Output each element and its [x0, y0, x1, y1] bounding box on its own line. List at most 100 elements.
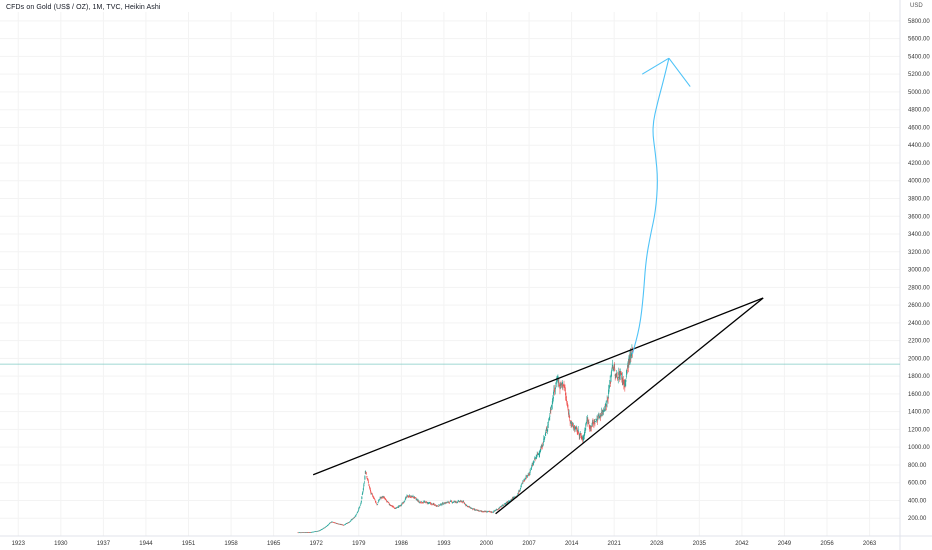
x-tick-label: 1965 — [267, 541, 281, 547]
candle-body — [399, 505, 401, 507]
candle-body — [379, 499, 381, 500]
candle-body — [491, 511, 493, 513]
candle-body — [606, 399, 608, 403]
candle-body — [544, 434, 546, 435]
candle-body — [336, 523, 338, 524]
candle-body — [316, 531, 318, 532]
candle-body — [434, 504, 436, 506]
candle-body — [511, 499, 513, 500]
y-tick-label: 2000.00 — [908, 356, 930, 362]
candle-body — [308, 532, 310, 533]
projection-drawing[interactable] — [631, 57, 691, 355]
candle-body — [487, 511, 489, 512]
candle-body — [419, 502, 421, 503]
candle-body — [619, 376, 621, 378]
candle-body — [343, 525, 345, 526]
y-tick-label: 3200.00 — [908, 250, 930, 256]
candle-body — [473, 509, 475, 510]
candles — [297, 344, 633, 534]
candle-body — [354, 515, 356, 517]
candle-body — [582, 438, 584, 442]
candle-body — [358, 508, 360, 510]
candle-body — [413, 496, 415, 498]
candle-body — [499, 507, 501, 508]
candle-body — [566, 402, 568, 406]
candle-body — [543, 438, 545, 439]
candle-body — [493, 511, 495, 513]
candle-body — [362, 488, 364, 491]
trendline — [312, 297, 764, 476]
candle-body — [302, 532, 304, 533]
candle-body — [391, 505, 393, 507]
candle-body — [353, 517, 355, 519]
candle-body — [324, 527, 326, 529]
candle-body — [408, 496, 410, 498]
candle-body — [604, 410, 606, 411]
candle-body — [437, 505, 439, 507]
candle-body — [517, 493, 519, 494]
candle-body — [458, 500, 460, 502]
candle-body — [615, 375, 617, 377]
candle-body — [371, 494, 373, 496]
candle-body — [320, 529, 322, 531]
candle-body — [415, 498, 417, 500]
candle-body — [592, 422, 594, 423]
candle-body — [542, 443, 544, 445]
candle-body — [333, 522, 335, 523]
candle-body — [560, 383, 562, 385]
candle-body — [624, 383, 626, 386]
candle-body — [414, 496, 416, 498]
candle-body — [594, 422, 596, 424]
candle-body — [423, 501, 425, 503]
candle-body — [566, 399, 568, 402]
candle-body — [391, 506, 393, 507]
candle-body — [548, 417, 550, 419]
candle-body — [377, 504, 379, 505]
candle-body — [310, 532, 312, 533]
candle-body — [355, 514, 357, 516]
candle-body — [616, 376, 618, 377]
candle-body — [587, 420, 589, 424]
candle-body — [387, 502, 389, 503]
candle-body — [630, 353, 632, 356]
candle-body — [488, 511, 490, 512]
candle-body — [558, 384, 560, 387]
candle-body — [305, 532, 307, 533]
candle-body — [527, 475, 529, 476]
candle-body — [471, 508, 473, 509]
candle-body — [439, 504, 441, 505]
candle-body — [350, 520, 352, 522]
candle-body — [338, 523, 340, 525]
chart-title: CFDs on Gold (US$ / OZ), 1M, TVC, Heikin… — [6, 4, 161, 11]
candle-body — [556, 380, 558, 381]
candle-body — [366, 478, 368, 480]
candle-body — [488, 511, 490, 512]
candle-body — [328, 523, 330, 525]
candle-body — [590, 426, 592, 428]
candle-body — [504, 504, 506, 505]
x-tick-label: 1979 — [352, 541, 366, 547]
candle-body — [500, 506, 502, 508]
candle-body — [584, 430, 586, 431]
candle-body — [328, 523, 330, 525]
candle-body — [366, 476, 368, 478]
candle-body — [349, 521, 351, 523]
candle-body — [392, 506, 394, 507]
candle-body — [338, 523, 340, 525]
projection-curve — [631, 58, 670, 355]
y-tick-label: 200.00 — [908, 516, 927, 522]
candle-body — [397, 507, 399, 508]
trendlines[interactable] — [312, 297, 764, 515]
candle-body — [406, 495, 408, 496]
candle-body — [598, 416, 600, 418]
candle-body — [456, 501, 458, 503]
candle-body — [339, 524, 341, 525]
y-tick-label: 2600.00 — [908, 303, 930, 309]
candle-body — [384, 498, 386, 499]
candle-body — [381, 497, 383, 498]
candle-body — [561, 384, 563, 386]
candle-body — [377, 502, 379, 504]
candle-body — [305, 532, 307, 533]
candle-body — [583, 436, 585, 438]
